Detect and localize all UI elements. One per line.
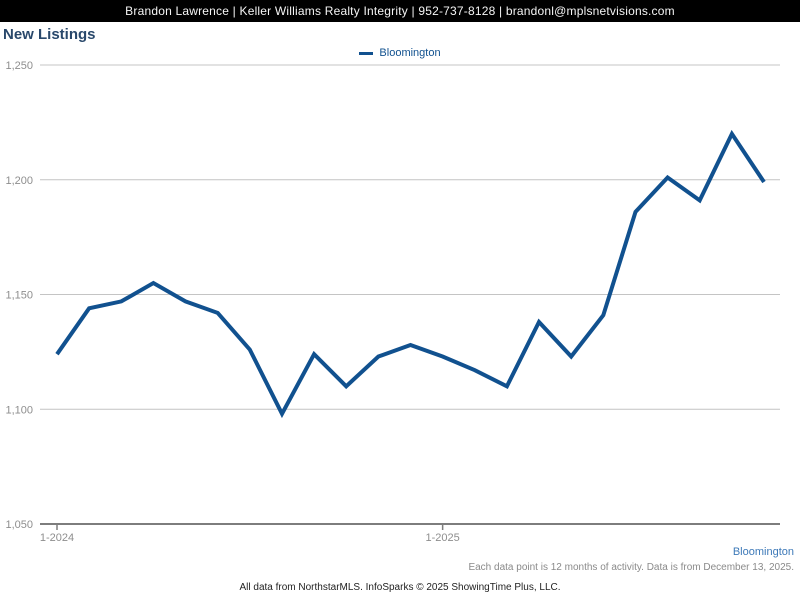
data-period-note: Each data point is 12 months of activity… (468, 562, 794, 573)
line-chart: 1,250 1,200 1,150 1,100 1,050 1-2024 1-2025 (5, 60, 780, 544)
y-axis-tick-label: 1,050 (5, 519, 33, 531)
x-axis-tick-label: 1-2024 (40, 532, 74, 544)
bloomington-data-line (55, 129, 766, 419)
agent-contact-bar: Brandon Lawrence | Keller Williams Realt… (0, 0, 800, 22)
region-link-bloomington[interactable]: Bloomington (732, 546, 794, 558)
attribution-text: All data from NorthstarMLS. InfoSparks ©… (239, 582, 561, 593)
agent-contact-text: Brandon Lawrence | Keller Williams Realt… (125, 4, 675, 18)
chart-legend: Bloomington (0, 46, 800, 60)
chart-title: New Listings (3, 26, 96, 43)
y-axis-tick-label: 1,100 (5, 404, 33, 416)
y-axis-tick-label: 1,150 (5, 290, 33, 302)
bloomington-line-swatch-icon (359, 51, 374, 55)
y-axis-tick-label: 1,200 (5, 175, 33, 187)
legend-label-bloomington: Bloomington (379, 47, 441, 59)
y-axis-tick-label: 1,250 (5, 60, 33, 72)
x-axis-tick-label: 1-2025 (426, 532, 460, 544)
